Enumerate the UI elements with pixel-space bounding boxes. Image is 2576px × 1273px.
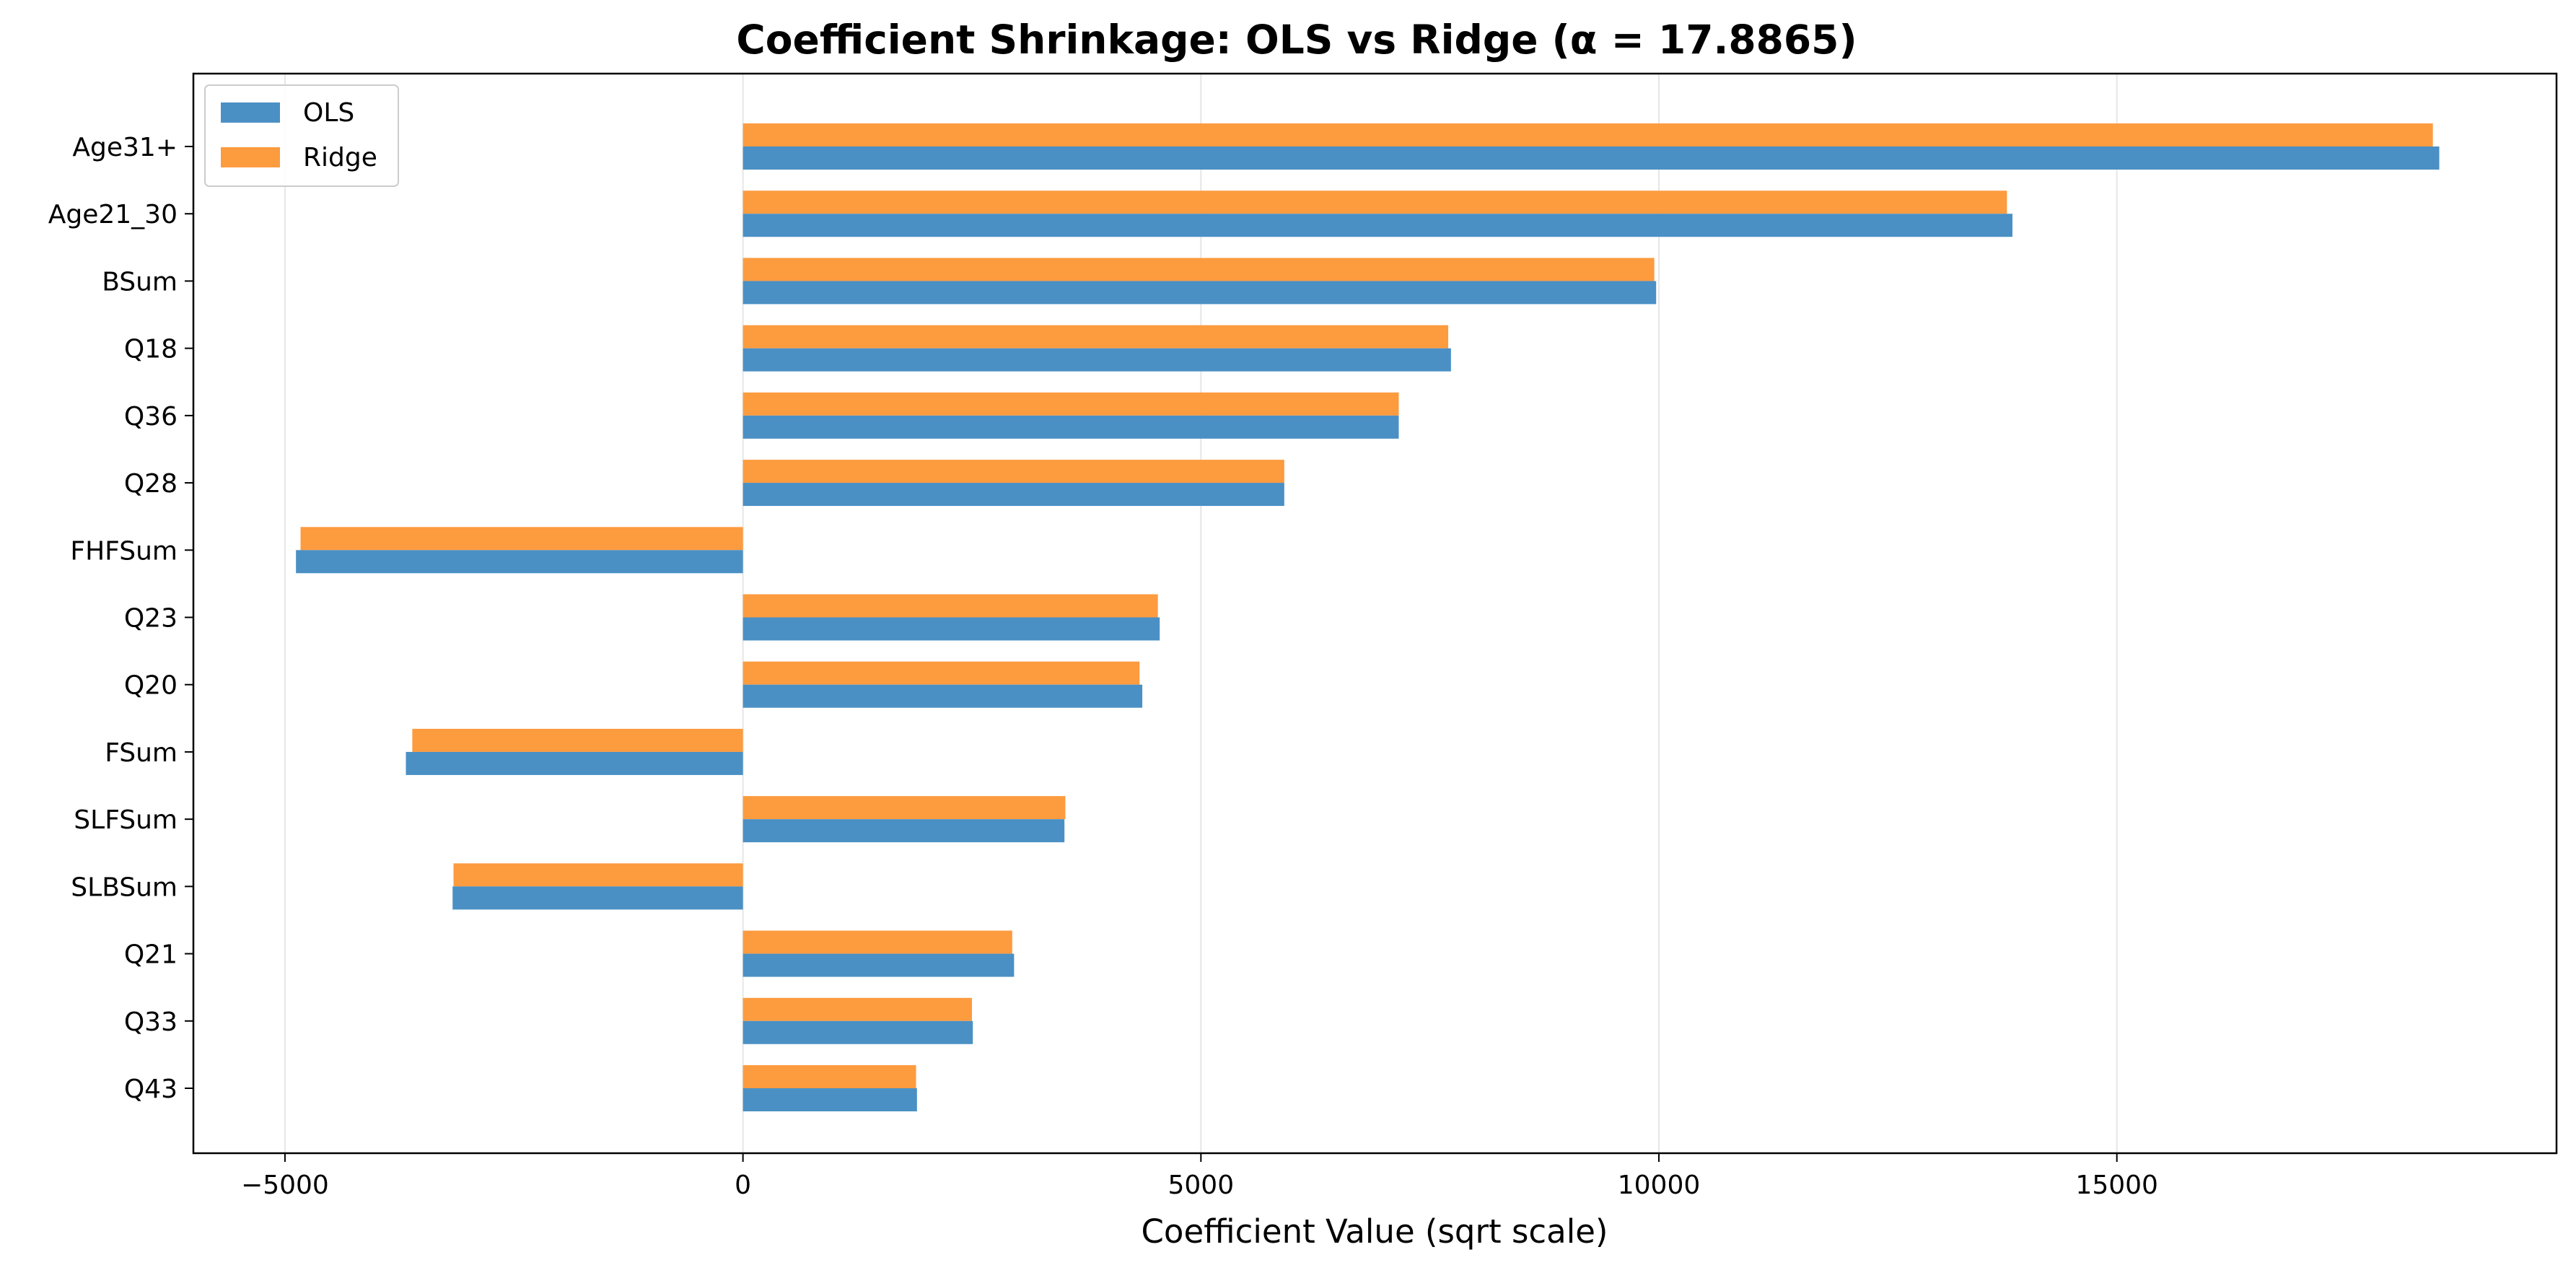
bar-ols-q36 — [742, 415, 1399, 439]
bar-ols-q20 — [742, 684, 1143, 708]
bar-ols-q33 — [742, 1020, 973, 1044]
bar-ridge-age31- — [742, 123, 2433, 146]
x-axis-label: Coefficient Value (sqrt scale) — [1142, 1212, 1608, 1251]
y-tick-label: Q43 — [124, 1075, 178, 1104]
bar-ols-q28 — [742, 483, 1284, 507]
y-tick-label: FHFSum — [70, 536, 178, 566]
bar-ridge-bsum — [742, 258, 1655, 281]
bar-ridge-fsum — [412, 728, 743, 752]
bar-ridge-slfsum — [742, 796, 1066, 820]
bar-ridge-q33 — [742, 997, 972, 1021]
legend-label-ols: OLS — [303, 98, 354, 128]
bar-ridge-age21-30 — [742, 191, 2007, 214]
bar-ols-bsum — [742, 281, 1657, 305]
y-tick-label: Q23 — [124, 604, 178, 634]
x-tick-label: −5000 — [241, 1171, 329, 1200]
y-tick-label: Age31+ — [72, 133, 178, 162]
bar-ridge-q28 — [742, 460, 1284, 484]
bar-ridge-q36 — [742, 392, 1399, 416]
y-tick-label: Q20 — [124, 671, 178, 701]
y-tick-label: FSum — [105, 738, 178, 768]
bar-ridge-q21 — [742, 930, 1012, 954]
bar-ridge-q18 — [742, 325, 1449, 349]
legend: OLS Ridge — [204, 84, 399, 187]
bar-ridge-q43 — [742, 1065, 916, 1088]
chart-title: Coefficient Shrinkage: OLS vs Ridge (α =… — [736, 17, 1857, 63]
y-tick-label: BSum — [102, 267, 178, 297]
bar-ols-q21 — [742, 953, 1015, 977]
bar-ols-fsum — [406, 751, 743, 775]
plot-area-frame — [192, 72, 2558, 1155]
x-tick-label: 10000 — [1618, 1171, 1701, 1200]
bar-ridge-q23 — [742, 594, 1158, 618]
bar-ols-slfsum — [742, 819, 1065, 843]
y-tick-label: Q18 — [124, 335, 178, 364]
y-tick-label: Q33 — [124, 1007, 178, 1037]
x-tick-label: 0 — [735, 1171, 751, 1200]
bar-ols-age21-30 — [742, 214, 2012, 237]
bar-ols-q43 — [742, 1088, 917, 1111]
y-tick-label: Q28 — [124, 469, 178, 499]
bar-ridge-fhfsum — [300, 527, 743, 551]
y-tick-label: Age21_30 — [48, 200, 178, 229]
axis-ticks: −5000 0 5000 10000 15000 Age31+ Age21_30 BSum Q1… — [48, 133, 2158, 1200]
legend-label-ridge: Ridge — [303, 143, 377, 172]
bar-ridge-q20 — [742, 661, 1140, 685]
y-tick-label: SLBSum — [71, 872, 178, 902]
bar-ols-age31- — [742, 146, 2440, 170]
y-tick-label: SLFSum — [74, 805, 178, 835]
x-tick-label: 5000 — [1168, 1171, 1235, 1200]
legend-swatch-ols — [221, 102, 280, 123]
bar-ols-q23 — [742, 617, 1160, 641]
legend-swatch-ridge — [221, 147, 280, 167]
y-tick-label: Q36 — [124, 402, 178, 432]
y-tick-label: Q21 — [124, 940, 178, 970]
bar-ols-fhfsum — [296, 550, 743, 574]
bar-ols-q18 — [742, 348, 1451, 372]
bar-ols-slbsum — [452, 886, 743, 910]
bars — [296, 123, 2440, 1111]
x-tick-label: 15000 — [2075, 1171, 2158, 1200]
bar-ridge-slbsum — [453, 863, 743, 887]
